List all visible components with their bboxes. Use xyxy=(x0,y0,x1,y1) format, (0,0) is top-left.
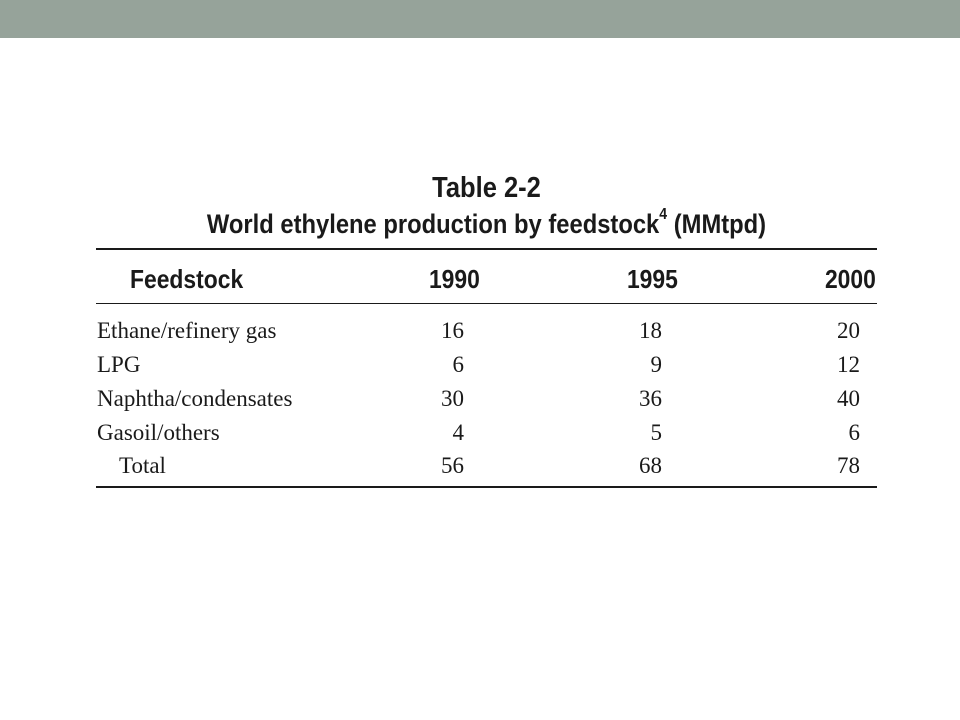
table-row: Ethane/refinery gas 16 18 20 xyxy=(0,318,960,348)
value-2000: 6 xyxy=(848,420,861,445)
value-1995: 68 xyxy=(639,453,662,478)
value-1990: 6 xyxy=(452,352,465,377)
table-top-rule xyxy=(96,248,877,250)
table-row: Gasoil/others 4 5 6 xyxy=(0,420,960,450)
table-caption: World ethylene production by feedstock4 … xyxy=(143,206,830,240)
caption-text: World ethylene production by feedstock xyxy=(206,209,660,239)
value-1995: 18 xyxy=(639,318,662,343)
table-row: LPG 6 9 12 xyxy=(0,352,960,382)
value-1990: 16 xyxy=(441,318,464,343)
table-bottom-rule xyxy=(96,486,877,488)
value-2000: 20 xyxy=(837,318,860,343)
footnote-marker: 4 xyxy=(659,206,668,223)
table-header-rule xyxy=(96,303,877,304)
table-row-total: Total 56 68 78 xyxy=(0,453,960,483)
header-2000: 2000 xyxy=(825,264,876,294)
header-1990: 1990 xyxy=(429,264,480,294)
value-1995: 9 xyxy=(650,352,663,377)
row-label: LPG xyxy=(97,352,141,377)
table-number: Table 2-2 xyxy=(432,172,541,204)
value-1995: 5 xyxy=(650,420,663,445)
value-1995: 36 xyxy=(639,386,662,411)
value-2000: 12 xyxy=(837,352,860,377)
value-1990: 4 xyxy=(452,420,465,445)
row-label: Total xyxy=(119,453,166,478)
caption-unit: (MMtpd) xyxy=(673,209,767,239)
table-row: Naphtha/condensates 30 36 40 xyxy=(0,386,960,416)
top-accent-band xyxy=(0,0,960,38)
value-1990: 56 xyxy=(441,453,464,478)
value-2000: 40 xyxy=(837,386,860,411)
header-feedstock: Feedstock xyxy=(130,264,244,294)
header-1995: 1995 xyxy=(627,264,678,294)
row-label: Naphtha/condensates xyxy=(97,386,293,411)
row-label: Ethane/refinery gas xyxy=(97,318,277,343)
value-1990: 30 xyxy=(441,386,464,411)
value-2000: 78 xyxy=(837,453,860,478)
row-label: Gasoil/others xyxy=(97,420,220,445)
